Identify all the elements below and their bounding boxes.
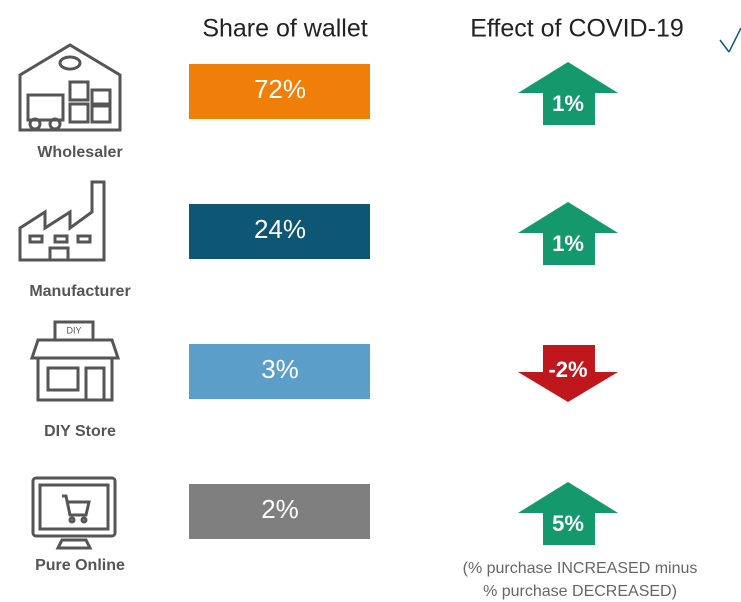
effect-value: 5% (552, 511, 584, 536)
effect-value: -2% (548, 357, 587, 382)
share-value: 24% (254, 214, 306, 244)
effect-arrow (518, 202, 618, 265)
share-value: 2% (261, 494, 299, 524)
effect-arrow (518, 482, 618, 545)
share-bar (189, 64, 370, 119)
channel-label: Wholesaler (37, 144, 122, 161)
share-value: 3% (261, 354, 299, 384)
channel-label: DIY Store (44, 423, 116, 440)
wholesaler-icon (18, 43, 122, 132)
note: (% purchase INCREASED minus (463, 560, 698, 577)
effect-value: 1% (552, 231, 584, 256)
share-value: 72% (254, 74, 306, 104)
share-bar (189, 344, 370, 399)
effect-arrow (518, 345, 618, 402)
share-header: Share of wallet (202, 15, 367, 43)
effect-header: Effect of COVID-19 (470, 15, 684, 43)
effect-value: 1% (552, 91, 584, 116)
diy-icon-label: DIY (66, 325, 81, 335)
effect-arrow (518, 62, 618, 125)
share-bar (189, 484, 370, 539)
channel-label: Manufacturer (29, 283, 130, 300)
decoration (728, 27, 741, 53)
note: % purchase DECREASED) (483, 583, 677, 600)
manufacturer-icon (18, 180, 106, 262)
decoration (719, 39, 730, 53)
diy-icon (29, 320, 121, 402)
online-icon (31, 476, 117, 550)
share-bar (189, 204, 370, 259)
channel-label: Pure Online (35, 557, 125, 574)
